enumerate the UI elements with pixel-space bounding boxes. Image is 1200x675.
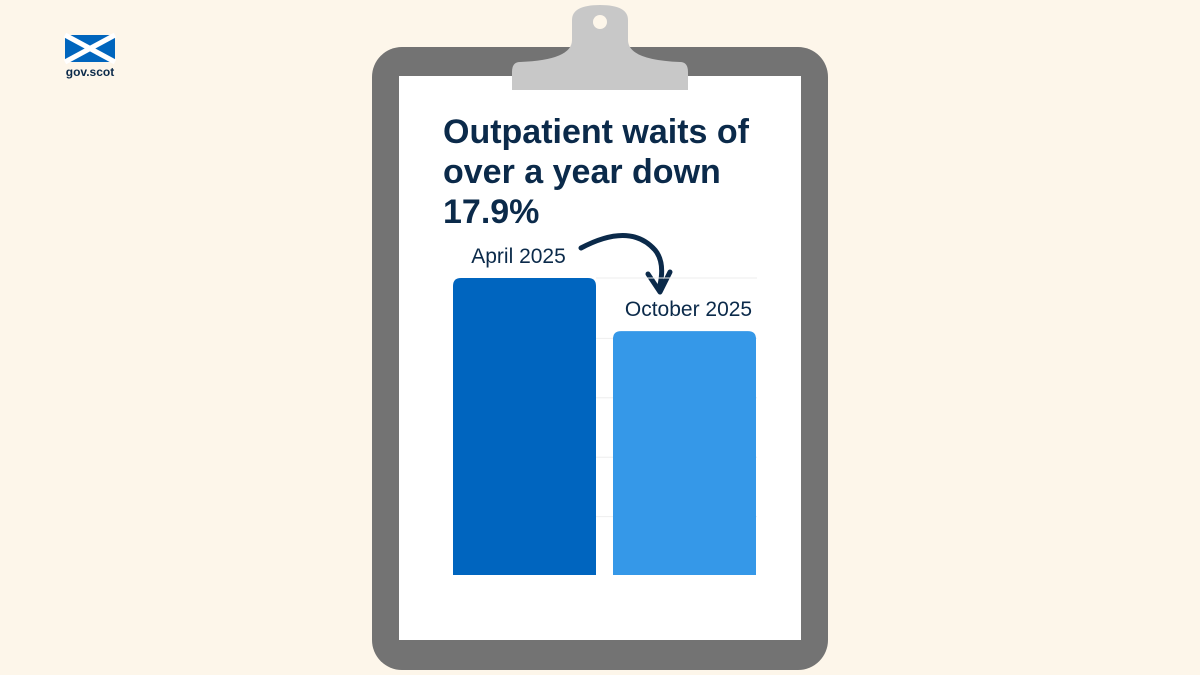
bar xyxy=(453,278,596,575)
brand-text: gov.scot xyxy=(66,65,114,79)
chart-title: Outpatient waits of over a year down 17.… xyxy=(443,113,749,231)
bar xyxy=(613,331,756,575)
clip xyxy=(512,5,688,90)
category-label: October 2025 xyxy=(625,298,752,321)
arrow-head xyxy=(645,269,673,295)
clip-hole xyxy=(593,15,607,29)
saltire xyxy=(63,32,117,65)
arrow xyxy=(578,233,665,288)
category-label: April 2025 xyxy=(471,245,566,268)
logo: gov.scot xyxy=(63,32,117,79)
